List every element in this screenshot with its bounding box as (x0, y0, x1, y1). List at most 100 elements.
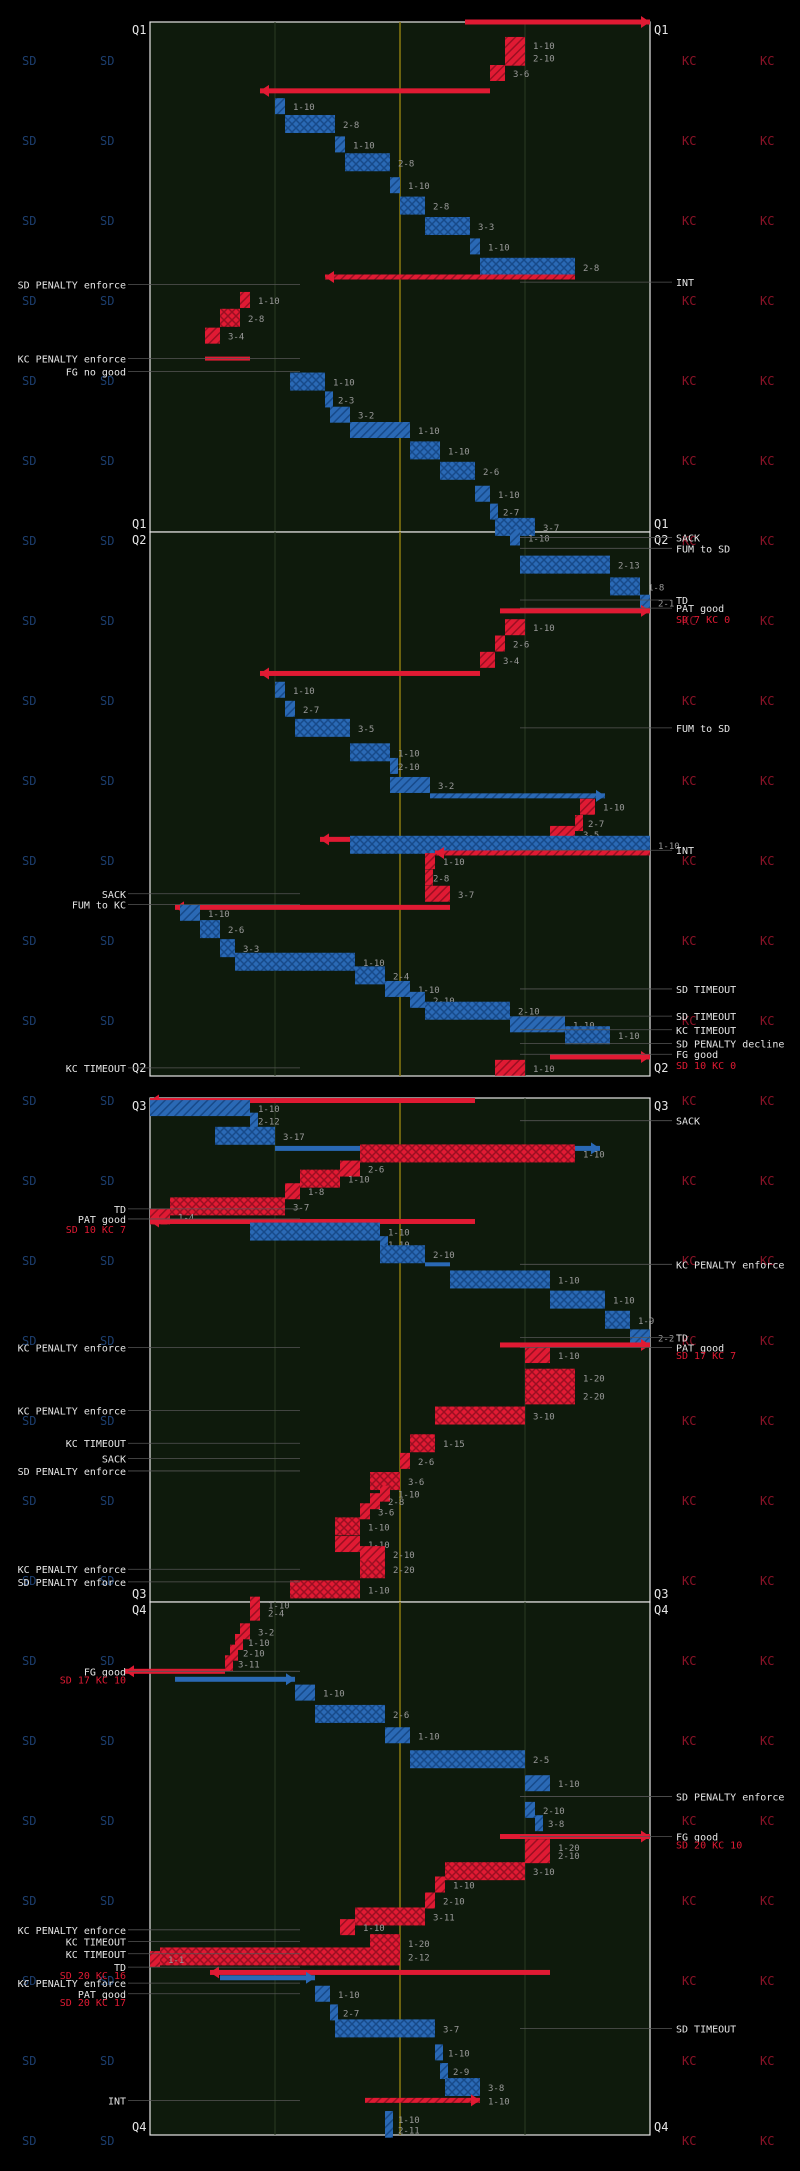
play-bar (425, 885, 450, 902)
play-bar (340, 1919, 355, 1936)
team-right-label: KC (760, 454, 774, 468)
play-bar (385, 2121, 393, 2138)
plays: 1-102-103-61-102-81-102-81-102-83-31-102… (125, 16, 680, 2138)
play-down-label: 1-10 (603, 804, 625, 814)
event-label: SD PENALTY enforce (18, 1467, 126, 1478)
play-down-label: 1-10 (368, 1541, 390, 1551)
score-label: SD 7 KC 0 (676, 615, 730, 626)
team-right-label: KC (760, 2134, 774, 2148)
play-down-label: 3-7 (293, 1203, 309, 1213)
team-right-label: KC (682, 454, 696, 468)
team-right-label: KC (760, 854, 774, 868)
quarter-start-label: Q3 (654, 1099, 668, 1113)
play-bar (500, 1342, 650, 1348)
play-bar (330, 406, 350, 423)
quarter-end-label: Q4 (132, 2120, 146, 2134)
play-down-label: 2-10 (433, 1251, 455, 1261)
play-bar (505, 36, 525, 53)
team-left-label: SD (100, 294, 114, 308)
play-down-label: 1-10 (448, 447, 470, 457)
event-label: SD PENALTY enforce (676, 1793, 784, 1804)
team-left-label: SD (100, 1494, 114, 1508)
team-right-label: KC (682, 1174, 696, 1188)
team-right-label: KC (682, 774, 696, 788)
play-down-label: 1-10 (488, 2097, 510, 2107)
score-label: SD 17 KC 10 (60, 1675, 126, 1686)
play-bar (550, 1054, 650, 1060)
team-right-label: KC (760, 134, 774, 148)
play-down-label: 2-6 (418, 1458, 434, 1468)
quarter-end-label: Q4 (654, 2120, 668, 2134)
play-down-label: 1-10 (363, 959, 385, 969)
play-down-label: 1-10 (293, 103, 315, 113)
play-down-label: 1-10 (348, 1176, 370, 1186)
team-left-label: SD (22, 134, 36, 148)
team-right-label: KC (682, 694, 696, 708)
team-left-label: SD (22, 374, 36, 388)
play-bar (505, 49, 525, 66)
team-right-label: KC (682, 1974, 696, 1988)
play-bar (370, 1472, 400, 1491)
play-down-label: 2-10 (443, 1897, 465, 1907)
quarter-end-label: Q3 (132, 1587, 146, 1601)
play-down-label: 3-4 (503, 657, 519, 667)
team-right-label: KC (760, 934, 774, 948)
play-bar (525, 1801, 535, 1818)
team-left-label: SD (100, 1974, 114, 1988)
play-down-label: 2-8 (398, 159, 414, 169)
play-bar (535, 1815, 543, 1832)
play-down-label: 3-7 (458, 891, 474, 901)
team-right-label: KC (760, 1174, 774, 1188)
team-right-label: KC (760, 1734, 774, 1748)
play-bar (335, 1517, 360, 1536)
play-bar (215, 1126, 275, 1145)
play-arrowhead (641, 1338, 650, 1351)
team-right-label: KC (760, 694, 774, 708)
event-label: SD TIMEOUT (676, 2024, 736, 2035)
team-left-label: SD (22, 54, 36, 68)
team-left-label: SD (22, 1334, 36, 1348)
play-bar (230, 1644, 238, 1661)
play-bar (325, 274, 575, 280)
play-down-label: 1-20 (408, 1940, 430, 1950)
play-down-label: 2-10 (243, 1650, 265, 1660)
play-bar (345, 153, 390, 172)
play-down-label: 2-9 (453, 2068, 469, 2078)
score-label: SD 20 KC 16 (60, 1971, 126, 1982)
team-right-label: KC (760, 1974, 774, 1988)
play-bar (150, 1098, 475, 1104)
play-down-label: 1-10 (408, 182, 430, 192)
team-right-label: KC (682, 2054, 696, 2068)
team-left-label: SD (100, 214, 114, 228)
play-down-label: 2-7 (303, 706, 319, 716)
play-arrowhead (260, 667, 269, 680)
play-down-label: 3-3 (478, 223, 494, 233)
event-label: KC TIMEOUT (66, 1064, 126, 1075)
event-label: KC PENALTY enforce (18, 1565, 126, 1576)
team-right-label: KC (682, 614, 696, 628)
play-down-label: 1-10 (398, 749, 420, 759)
play-down-label: 1-10 (418, 1732, 440, 1742)
team-left-label: SD (22, 1654, 36, 1668)
team-right-label: KC (760, 614, 774, 628)
team-right-label: KC (682, 854, 696, 868)
play-bar (430, 793, 605, 799)
score-label: SD 20 KC 10 (676, 1841, 742, 1852)
play-bar (315, 1704, 385, 1723)
play-down-label: 1-4 (178, 1213, 194, 1223)
play-down-label: 1-10 (558, 1780, 580, 1790)
play-down-label: 3-10 (533, 1413, 555, 1423)
play-bar (410, 1434, 435, 1453)
play-down-label: 3-6 (513, 70, 529, 80)
team-left-label: SD (22, 854, 36, 868)
play-bar (300, 1169, 340, 1188)
play-down-label: 3-11 (238, 1660, 260, 1670)
event-label: PAT good (676, 1343, 724, 1354)
play-arrowhead (596, 789, 605, 802)
play-bar (260, 88, 490, 94)
play-bar (220, 1975, 315, 1981)
play-bar (525, 1775, 550, 1792)
team-left-label: SD (22, 454, 36, 468)
team-left-label: SD (22, 1014, 36, 1028)
